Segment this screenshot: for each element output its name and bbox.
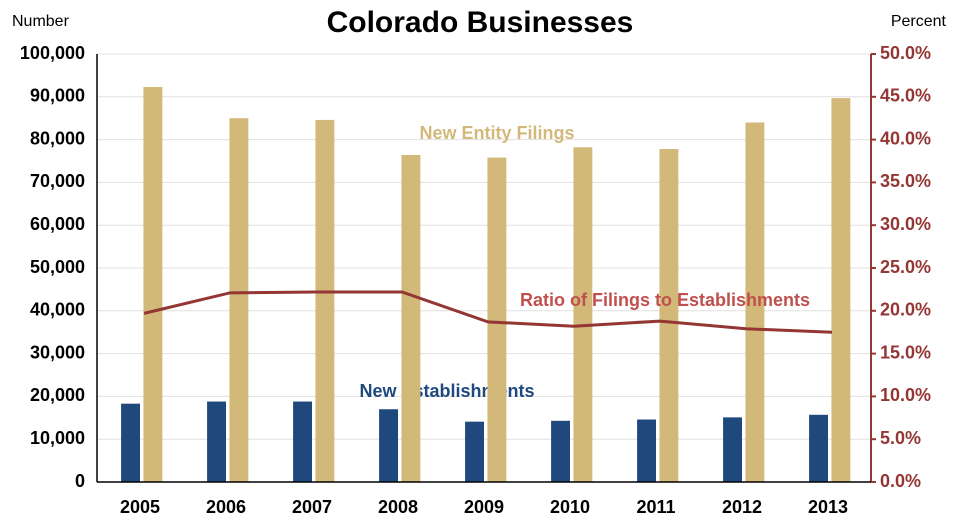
y-tick-label: 40,000 [30, 300, 85, 320]
y2-tick-label: 10.0% [880, 385, 931, 405]
y-tick-label: 60,000 [30, 214, 85, 234]
bar [401, 155, 421, 482]
y2-tick-label: 20.0% [880, 300, 931, 320]
bar [551, 420, 570, 482]
y2-tick-label: 0.0% [880, 471, 921, 491]
y-tick-label: 30,000 [30, 342, 85, 362]
series-label: Ratio of Filings to Establishments [520, 290, 810, 310]
y-tick-label: 80,000 [30, 128, 85, 148]
bar [121, 403, 140, 482]
y-tick-label: 90,000 [30, 86, 85, 106]
bar [207, 401, 226, 482]
bar [143, 86, 163, 483]
y-tick-label: 100,000 [20, 43, 85, 63]
y-tick-label: 70,000 [30, 171, 85, 191]
x-tick-label: 2011 [636, 497, 675, 517]
y2-tick-label: 5.0% [880, 428, 921, 448]
y-tick-label: 20,000 [30, 385, 85, 405]
line [143, 290, 833, 334]
bar [293, 401, 312, 482]
series-label: New Entity Filings [419, 123, 574, 143]
x-tick-label: 2009 [464, 497, 504, 517]
y2-tick-label: 25.0% [880, 257, 931, 277]
x-tick-label: 2008 [378, 497, 418, 517]
bar [465, 421, 484, 482]
bar [229, 118, 249, 482]
bar [831, 98, 851, 483]
bar [723, 417, 742, 482]
bar [637, 419, 656, 482]
x-tick-label: 2005 [120, 497, 160, 517]
y2-axis-label: Percent [891, 13, 947, 30]
x-tick-label: 2012 [722, 497, 762, 517]
x-tick-label: 2006 [206, 497, 246, 517]
y-tick-label: 50,000 [30, 257, 85, 277]
x-tick-label: 2007 [292, 497, 332, 517]
bar [573, 147, 593, 482]
y2-tick-label: 40.0% [880, 128, 931, 148]
y-axis-label: Number [12, 13, 70, 30]
y-tick-label: 0 [75, 471, 85, 491]
x-tick-label: 2010 [550, 497, 590, 517]
bar [659, 149, 679, 483]
bar [315, 119, 335, 483]
bar [745, 122, 765, 482]
chart-title: Colorado Businesses [327, 6, 634, 39]
series-label: New Establishments [359, 381, 534, 401]
y-tick-label: 10,000 [30, 428, 85, 448]
bar [379, 409, 398, 482]
y2-tick-label: 50.0% [880, 43, 931, 63]
y2-tick-label: 35.0% [880, 171, 931, 191]
y2-tick-label: 30.0% [880, 214, 931, 234]
y2-tick-label: 15.0% [880, 342, 931, 362]
y2-tick-label: 45.0% [880, 86, 931, 106]
bar [809, 414, 828, 482]
x-tick-label: 2013 [808, 497, 848, 517]
bar [487, 157, 507, 483]
